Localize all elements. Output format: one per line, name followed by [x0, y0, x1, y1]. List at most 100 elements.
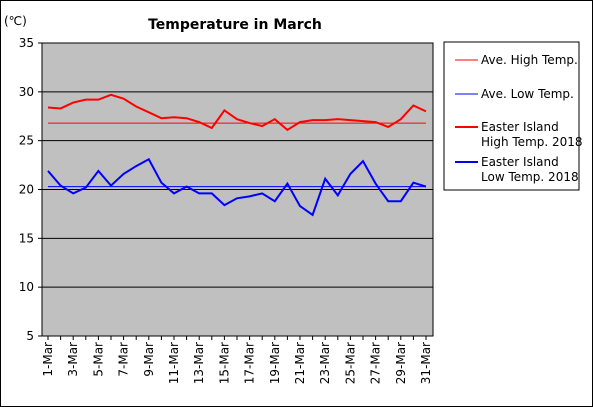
data-point	[122, 173, 124, 175]
data-point	[198, 185, 200, 187]
data-point	[412, 185, 414, 187]
x-tick-label: 19-Mar	[268, 342, 282, 384]
data-point	[387, 200, 389, 202]
legend-label: High Temp. 2018	[481, 135, 583, 149]
data-point	[97, 98, 99, 100]
data-point	[223, 204, 225, 206]
series-line-2	[47, 93, 427, 132]
y-tick-label: 35	[19, 36, 34, 50]
data-point	[122, 97, 124, 99]
data-point	[286, 182, 288, 184]
x-tick-label: 23-Mar	[318, 342, 332, 384]
series-line-3	[47, 157, 427, 217]
x-tick-label: 7-Mar	[117, 342, 131, 377]
data-point	[425, 122, 427, 124]
data-point	[72, 192, 74, 194]
data-point	[299, 185, 301, 187]
data-point	[349, 185, 351, 187]
data-point	[135, 122, 137, 124]
data-point	[97, 185, 99, 187]
data-point	[72, 122, 74, 124]
legend-box	[443, 41, 580, 191]
data-point	[85, 122, 87, 124]
data-point	[148, 185, 150, 187]
data-point	[47, 170, 49, 172]
data-point	[425, 110, 427, 112]
data-point	[211, 185, 213, 187]
data-point	[324, 178, 326, 180]
data-point	[299, 205, 301, 207]
data-point	[337, 122, 339, 124]
data-point	[311, 119, 313, 121]
data-point	[362, 120, 364, 122]
x-tick-label: 31-Mar	[419, 342, 433, 384]
data-point	[299, 121, 301, 123]
data-point	[198, 192, 200, 194]
legend-label: Easter Island	[481, 120, 559, 134]
x-tick-label: 25-Mar	[343, 342, 357, 384]
data-point	[135, 165, 137, 167]
data-point	[223, 185, 225, 187]
y-tick-label: 5	[26, 329, 34, 343]
x-tick-label: 9-Mar	[142, 342, 156, 377]
data-point	[236, 122, 238, 124]
data-point	[97, 122, 99, 124]
x-tick-label: 27-Mar	[369, 342, 383, 384]
legend: Ave. High Temp. Ave. Low Temp. Easter Isla…	[443, 41, 583, 191]
data-point	[274, 185, 276, 187]
x-tick-label: 1-Mar	[41, 342, 55, 377]
data-point	[223, 109, 225, 111]
data-point	[85, 98, 87, 100]
data-point	[412, 122, 414, 124]
data-point	[160, 117, 162, 119]
data-point	[286, 129, 288, 131]
data-point	[122, 185, 124, 187]
x-tick-label: 21-Mar	[293, 342, 307, 384]
y-axis-unit-label: (℃)	[4, 14, 27, 28]
data-point	[223, 122, 225, 124]
data-point	[412, 181, 414, 183]
data-point	[173, 122, 175, 124]
data-point	[135, 105, 137, 107]
data-point	[72, 101, 74, 103]
data-point	[362, 160, 364, 162]
data-point	[185, 122, 187, 124]
data-point	[400, 185, 402, 187]
data-point	[261, 192, 263, 194]
data-point	[236, 118, 238, 120]
x-tick-label: 5-Mar	[91, 342, 105, 377]
data-point	[211, 127, 213, 129]
data-point	[337, 118, 339, 120]
data-point	[362, 185, 364, 187]
data-point	[47, 185, 49, 187]
x-tick-label: 3-Mar	[66, 342, 80, 377]
data-point	[387, 185, 389, 187]
data-point	[110, 94, 112, 96]
data-point	[198, 121, 200, 123]
data-point	[274, 118, 276, 120]
data-point	[97, 170, 99, 172]
data-point	[337, 185, 339, 187]
data-point	[248, 122, 250, 124]
data-point	[47, 106, 49, 108]
data-point	[387, 126, 389, 128]
data-point	[349, 119, 351, 121]
data-point	[311, 214, 313, 216]
data-point	[248, 195, 250, 197]
x-tick-label: 15-Mar	[217, 342, 231, 384]
legend-label: Low Temp. 2018	[481, 170, 579, 184]
data-point	[85, 186, 87, 188]
data-point	[400, 122, 402, 124]
data-point	[286, 122, 288, 124]
data-point	[122, 122, 124, 124]
data-point	[160, 181, 162, 183]
legend-label: Ave. High Temp.	[481, 53, 578, 67]
y-tick-label: 20	[19, 183, 34, 197]
data-point	[400, 200, 402, 202]
data-point	[374, 182, 376, 184]
x-tick-label: 17-Mar	[243, 342, 257, 384]
data-point	[148, 122, 150, 124]
data-point	[160, 185, 162, 187]
data-point	[236, 185, 238, 187]
